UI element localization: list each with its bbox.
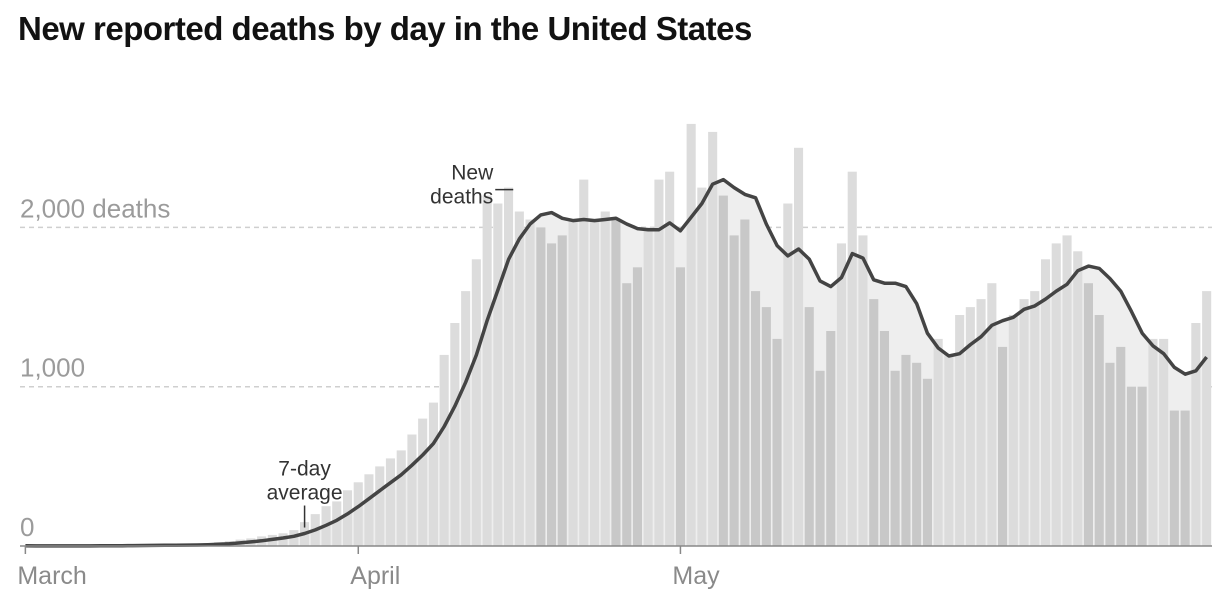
- bar: [568, 219, 578, 546]
- bar: [343, 490, 353, 547]
- bar: [353, 482, 363, 546]
- bar: [1202, 291, 1212, 546]
- bar: [922, 378, 932, 547]
- y-tick-label: 2,000 deaths: [20, 193, 170, 223]
- bar: [783, 203, 793, 546]
- bar: [364, 474, 374, 546]
- bar: [1062, 235, 1072, 546]
- bar: [590, 219, 600, 546]
- bar: [1019, 299, 1029, 546]
- bar: [751, 291, 761, 546]
- bar: [407, 434, 417, 546]
- bar: [836, 243, 846, 546]
- bar: [858, 235, 868, 546]
- bar: [611, 219, 621, 546]
- bar: [439, 354, 449, 546]
- bar: [1041, 259, 1051, 546]
- bar: [987, 283, 997, 546]
- bar: [912, 362, 922, 546]
- bar: [1148, 338, 1158, 546]
- bar: [869, 299, 879, 546]
- bar: [1030, 291, 1040, 546]
- bar: [1180, 410, 1190, 546]
- bar: [1169, 410, 1179, 546]
- bar: [740, 219, 750, 546]
- bar: [1094, 315, 1104, 546]
- bar: [514, 211, 524, 546]
- bar: [697, 187, 707, 546]
- bar: [686, 123, 696, 547]
- bar: [965, 307, 975, 546]
- x-tick-label: April: [350, 562, 400, 590]
- bar: [622, 283, 632, 546]
- bar: [557, 235, 567, 546]
- bar: [890, 370, 900, 546]
- bar: [450, 323, 460, 546]
- bar: [547, 243, 557, 546]
- bar: [1051, 243, 1061, 546]
- bar: [632, 267, 642, 547]
- bar: [1159, 338, 1169, 546]
- bar: [933, 338, 943, 546]
- average-label: 7-day: [278, 458, 331, 481]
- bar: [643, 227, 653, 546]
- y-tick-label: 1,000: [20, 353, 85, 383]
- bar: [826, 331, 836, 546]
- new-deaths-label: New: [451, 162, 494, 185]
- bar: [1116, 346, 1126, 546]
- bar: [761, 307, 771, 546]
- x-tick-label: March: [17, 562, 86, 590]
- bar: [879, 331, 889, 546]
- bar: [729, 235, 739, 546]
- bar: [955, 315, 965, 546]
- bar: [998, 346, 1008, 546]
- bar: [675, 267, 685, 547]
- bar: [375, 466, 385, 546]
- bar: [847, 171, 857, 546]
- average-label: average: [267, 482, 343, 505]
- bar: [901, 354, 911, 546]
- bar: [1008, 315, 1018, 546]
- bar: [815, 370, 825, 546]
- bar: [1191, 323, 1201, 546]
- average-line: [25, 177, 1208, 548]
- bar: [482, 195, 492, 546]
- bar: [976, 299, 986, 546]
- bar: [1073, 251, 1083, 547]
- bar: [772, 338, 782, 546]
- new-deaths-label: deaths: [430, 186, 493, 209]
- bar: [718, 195, 728, 546]
- bar: [1137, 386, 1147, 546]
- bar: [1126, 386, 1136, 546]
- bar: [944, 354, 954, 546]
- bar: [665, 171, 675, 546]
- bar: [418, 418, 428, 546]
- bar: [461, 291, 471, 546]
- bar: [1083, 283, 1093, 546]
- bar: [332, 501, 342, 546]
- bar: [385, 458, 395, 546]
- bar: [654, 179, 664, 546]
- bar: [804, 307, 814, 546]
- bar: [396, 450, 406, 546]
- bar: [525, 219, 535, 546]
- chart-title: New reported deaths by day in the United…: [18, 10, 752, 47]
- bar: [536, 227, 546, 546]
- bar: [493, 203, 503, 546]
- bar: [794, 147, 804, 547]
- bar: [471, 259, 481, 546]
- x-tick-label: May: [672, 562, 720, 590]
- bar: [579, 179, 589, 546]
- bar: [600, 211, 610, 546]
- bar: [1105, 362, 1115, 546]
- bar: [708, 131, 718, 546]
- bar: [504, 187, 514, 546]
- y-tick-label: 0: [20, 512, 34, 542]
- bar: [428, 402, 438, 546]
